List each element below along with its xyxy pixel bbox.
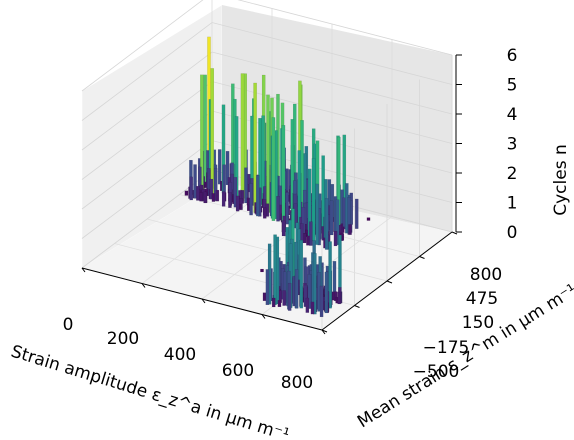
z-tick-label: 3	[507, 135, 518, 155]
bar	[189, 176, 194, 201]
bar	[300, 223, 304, 243]
bar	[315, 183, 319, 245]
bar	[240, 73, 245, 202]
bar	[324, 198, 329, 250]
bar	[239, 198, 243, 210]
axes-lines: 0 200 400 600 800 800 475 150 −175 −500 0 1 2 3 4 5 6	[63, 46, 518, 393]
y-tick-label: −500	[413, 362, 460, 382]
z-tick-label: 0	[507, 223, 518, 243]
bar	[196, 186, 200, 201]
z-tick-label: 6	[507, 46, 518, 66]
x-tick	[81, 267, 86, 273]
bar	[324, 271, 329, 314]
bar	[249, 183, 253, 216]
bar	[354, 198, 359, 229]
bar	[199, 192, 203, 202]
bar	[265, 269, 270, 306]
bar	[217, 149, 222, 185]
bar	[309, 221, 313, 246]
bar	[276, 195, 280, 222]
bar	[211, 193, 216, 202]
bar	[213, 168, 218, 201]
y-tick	[321, 329, 328, 333]
bar	[281, 220, 286, 237]
bar	[366, 217, 371, 221]
z-tick-label: 2	[507, 164, 518, 184]
bar	[313, 253, 317, 315]
y-tick-label: 800	[470, 265, 502, 285]
bar	[203, 191, 207, 204]
bar	[271, 297, 276, 308]
x-tick-label: 200	[107, 329, 139, 349]
wall-grid-z	[81, 51, 453, 151]
z-axis-label: Cycles n	[551, 144, 571, 216]
bars-group	[184, 36, 371, 318]
bar	[281, 125, 286, 224]
bar	[328, 241, 332, 309]
floor-pane	[82, 182, 452, 330]
y-tick	[419, 256, 425, 259]
x-tick	[141, 283, 146, 288]
x-tick	[261, 314, 266, 319]
bar	[228, 192, 232, 208]
y-tick-label: −175	[423, 338, 470, 358]
bar	[215, 189, 220, 202]
y-tick-label: 475	[466, 289, 498, 309]
bar	[193, 164, 197, 199]
bar	[305, 297, 310, 313]
bar	[210, 68, 214, 198]
bar	[307, 274, 312, 309]
x-tick-label: 400	[164, 345, 196, 365]
z-tick-label: 1	[507, 194, 518, 214]
bar	[337, 291, 341, 305]
y-tick-label: 150	[462, 313, 494, 333]
bar	[271, 117, 276, 221]
bar	[262, 207, 267, 219]
bar	[260, 268, 264, 273]
bar	[335, 199, 340, 246]
bar	[266, 94, 270, 213]
bar	[184, 190, 189, 196]
z-tick-label: 5	[507, 76, 518, 96]
bar	[262, 292, 267, 301]
bar	[235, 195, 240, 212]
y-tick	[386, 280, 393, 284]
bar	[329, 200, 334, 236]
bar	[273, 234, 277, 305]
bar	[244, 167, 248, 204]
bar	[303, 284, 308, 307]
wall-grid-z	[81, 0, 453, 92]
bar	[294, 269, 299, 309]
x-tick-label: 0	[63, 315, 74, 335]
bar	[285, 192, 289, 225]
bar	[319, 285, 324, 318]
x-tick	[201, 298, 206, 304]
bar	[256, 175, 260, 217]
wall-grid-z	[81, 22, 453, 121]
bar	[333, 230, 338, 247]
bar	[221, 191, 226, 207]
bar	[287, 282, 292, 311]
x-axis-label: Strain amplitude ε_z^a in μm m⁻¹	[9, 342, 292, 440]
x-tick-label: 800	[281, 373, 313, 393]
bar	[233, 177, 238, 208]
y-tick	[354, 305, 360, 308]
bar	[277, 300, 282, 308]
bar	[282, 290, 286, 306]
bar	[209, 178, 214, 200]
y-axis-label: Mean strain ε_z^m in μm m⁻¹	[354, 280, 574, 432]
bar	[306, 235, 310, 246]
bar	[348, 224, 352, 235]
x-tick-label: 600	[222, 361, 254, 381]
z-tick-label: 4	[507, 105, 518, 125]
bar	[310, 301, 315, 315]
y-tick	[451, 231, 458, 235]
bar	[299, 239, 304, 309]
bar	[225, 151, 230, 186]
floor-grid-y	[146, 218, 388, 282]
